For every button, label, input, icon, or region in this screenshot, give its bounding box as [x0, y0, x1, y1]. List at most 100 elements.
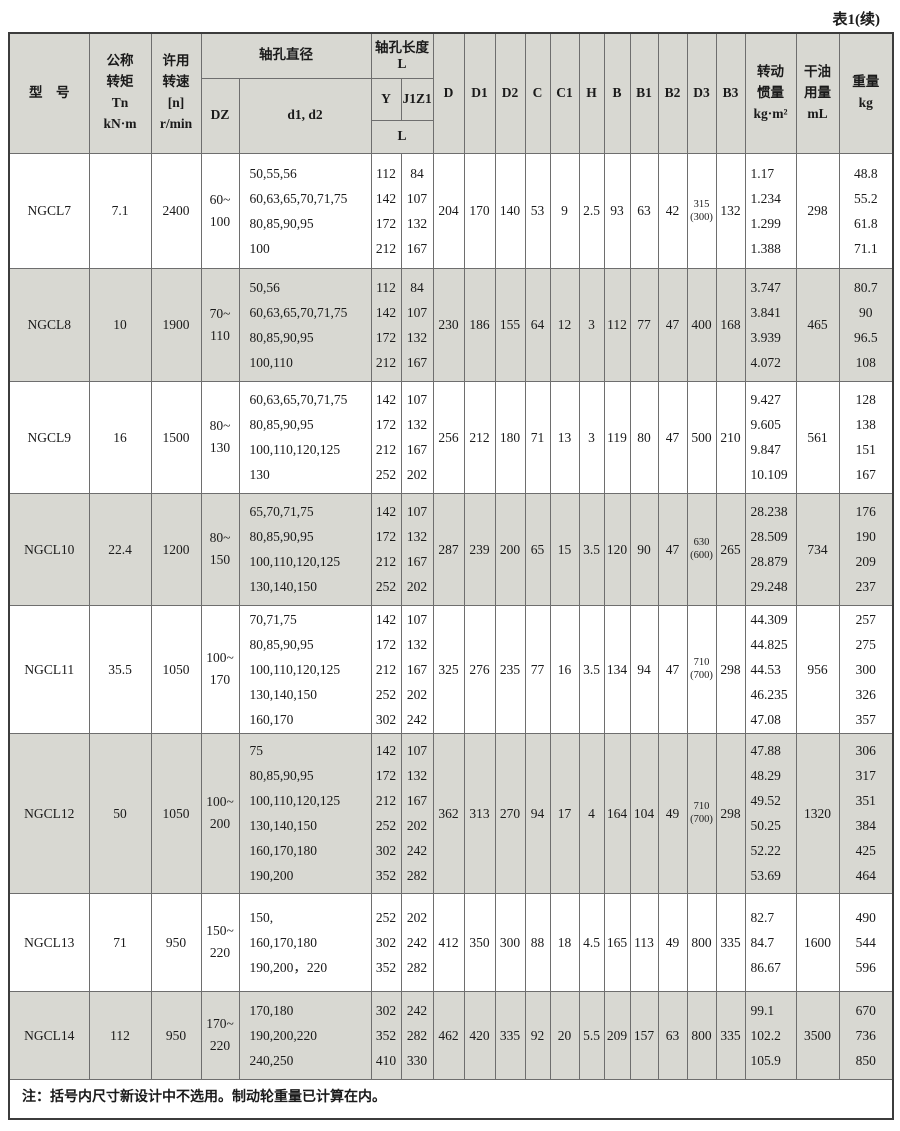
c-cell: 64 — [524, 267, 551, 382]
grease-cell: 1320 — [795, 732, 840, 894]
c1-cell: 18 — [549, 892, 580, 992]
h-cell: 4 — [578, 732, 605, 894]
b2-cell: 47 — [657, 492, 688, 606]
d2-cell: 335 — [494, 990, 526, 1080]
col-header-B: B — [603, 32, 631, 154]
j1z1-cell: 107 132 167 202 242 282 — [400, 732, 434, 894]
d1d2-cell: 75 80,85,90,95 100,110,120,125 130,140,1… — [238, 732, 372, 894]
d1d2-cell: 170,180 190,200,220 240,250 — [238, 990, 372, 1080]
d3-cell: 710 (700) — [686, 604, 717, 734]
b1-cell: 113 — [629, 892, 659, 992]
b2-cell: 47 — [657, 267, 688, 382]
inertia-cell: 44.309 44.825 44.53 46.235 47.08 — [744, 604, 797, 734]
y-cell: 112 142 172 212 — [370, 152, 402, 269]
y-cell: 112 142 172 212 — [370, 267, 402, 382]
d1-cell: 350 — [463, 892, 496, 992]
torque-cell: 7.1 — [88, 152, 152, 269]
j1z1-cell: 84 107 132 167 — [400, 267, 434, 382]
b3-cell: 298 — [715, 732, 746, 894]
col-header-C: C — [524, 32, 551, 154]
torque-cell: 22.4 — [88, 492, 152, 606]
col-header-speed: 许用 转速 [n] r/min — [150, 32, 202, 154]
y-cell: 302 352 410 — [370, 990, 402, 1080]
b2-cell: 63 — [657, 990, 688, 1080]
b-cell: 164 — [603, 732, 631, 894]
h-cell: 3.5 — [578, 492, 605, 606]
table-row: NGCL14 112 950 170~ 220 170,180 190,200,… — [8, 990, 894, 1080]
c1-cell: 17 — [549, 732, 580, 894]
h-cell: 3 — [578, 267, 605, 382]
speed-cell: 1200 — [150, 492, 202, 606]
dz-cell: 100~ 170 — [200, 604, 240, 734]
d3-cell: 500 — [686, 380, 717, 494]
b1-cell: 157 — [629, 990, 659, 1080]
col-header-torque: 公称 转矩 Tn kN·m — [88, 32, 152, 154]
inertia-cell: 9.427 9.605 9.847 10.109 — [744, 380, 797, 494]
b1-cell: 104 — [629, 732, 659, 894]
inertia-cell: 1.17 1.234 1.299 1.388 — [744, 152, 797, 269]
b3-cell: 335 — [715, 990, 746, 1080]
h-cell: 4.5 — [578, 892, 605, 992]
d-cell: 362 — [432, 732, 465, 894]
d1-cell: 276 — [463, 604, 496, 734]
weight-cell: 306 317 351 384 425 464 — [838, 732, 894, 894]
d3-cell: 400 — [686, 267, 717, 382]
col-header-C1: C1 — [549, 32, 580, 154]
b1-cell: 63 — [629, 152, 659, 269]
b-cell: 165 — [603, 892, 631, 992]
weight-cell: 48.8 55.2 61.8 71.1 — [838, 152, 894, 269]
d-cell: 462 — [432, 990, 465, 1080]
col-header-D2: D2 — [494, 32, 526, 154]
col-header-bore-diameter: 轴孔直径 — [200, 32, 372, 79]
d-cell: 230 — [432, 267, 465, 382]
col-header-d1d2: d1, d2 — [238, 77, 372, 154]
d1d2-cell: 60,63,65,70,71,75 80,85,90,95 100,110,12… — [238, 380, 372, 494]
col-header-D: D — [432, 32, 465, 154]
grease-cell: 956 — [795, 604, 840, 734]
d3-cell: 630 (600) — [686, 492, 717, 606]
table-header: 型 号 公称 转矩 Tn kN·m 许用 转速 [n] r/min 轴孔直径 轴… — [8, 32, 894, 154]
c-cell: 71 — [524, 380, 551, 494]
c1-cell: 9 — [549, 152, 580, 269]
y-cell: 142 172 212 252 302 — [370, 604, 402, 734]
d2-cell: 155 — [494, 267, 526, 382]
dz-cell: 100~ 200 — [200, 732, 240, 894]
d3-cell: 800 — [686, 990, 717, 1080]
dz-cell: 80~ 150 — [200, 492, 240, 606]
col-header-weight: 重量 kg — [838, 32, 894, 154]
d2-cell: 270 — [494, 732, 526, 894]
model-cell: NGCL9 — [8, 380, 90, 494]
speed-cell: 1500 — [150, 380, 202, 494]
col-header-H: H — [578, 32, 605, 154]
j1z1-cell: 107 132 167 202 — [400, 492, 434, 606]
model-cell: NGCL10 — [8, 492, 90, 606]
col-header-dz: DZ — [200, 77, 240, 154]
torque-cell: 16 — [88, 380, 152, 494]
table-row: NGCL9 16 1500 80~ 130 60,63,65,70,71,75 … — [8, 380, 894, 494]
col-header-model: 型 号 — [8, 32, 90, 154]
model-cell: NGCL8 — [8, 267, 90, 382]
inertia-cell: 99.1 102.2 105.9 — [744, 990, 797, 1080]
b3-cell: 298 — [715, 604, 746, 734]
d2-cell: 235 — [494, 604, 526, 734]
col-header-l: L — [370, 119, 434, 154]
b-cell: 93 — [603, 152, 631, 269]
table-row: NGCL13 71 950 150~ 220 150, 160,170,180 … — [8, 892, 894, 992]
h-cell: 2.5 — [578, 152, 605, 269]
weight-cell: 176 190 209 237 — [838, 492, 894, 606]
b3-cell: 210 — [715, 380, 746, 494]
b-cell: 134 — [603, 604, 631, 734]
b2-cell: 47 — [657, 604, 688, 734]
d1-cell: 420 — [463, 990, 496, 1080]
model-cell: NGCL7 — [8, 152, 90, 269]
col-header-B2: B2 — [657, 32, 688, 154]
speed-cell: 1050 — [150, 604, 202, 734]
d1d2-cell: 65,70,71,75 80,85,90,95 100,110,120,125 … — [238, 492, 372, 606]
torque-cell: 50 — [88, 732, 152, 894]
col-header-D1: D1 — [463, 32, 496, 154]
table-body: NGCL7 7.1 2400 60~ 100 50,55,56 60,63,65… — [8, 152, 894, 1080]
c-cell: 92 — [524, 990, 551, 1080]
y-cell: 142 172 212 252 — [370, 380, 402, 494]
d1-cell: 186 — [463, 267, 496, 382]
grease-cell: 561 — [795, 380, 840, 494]
